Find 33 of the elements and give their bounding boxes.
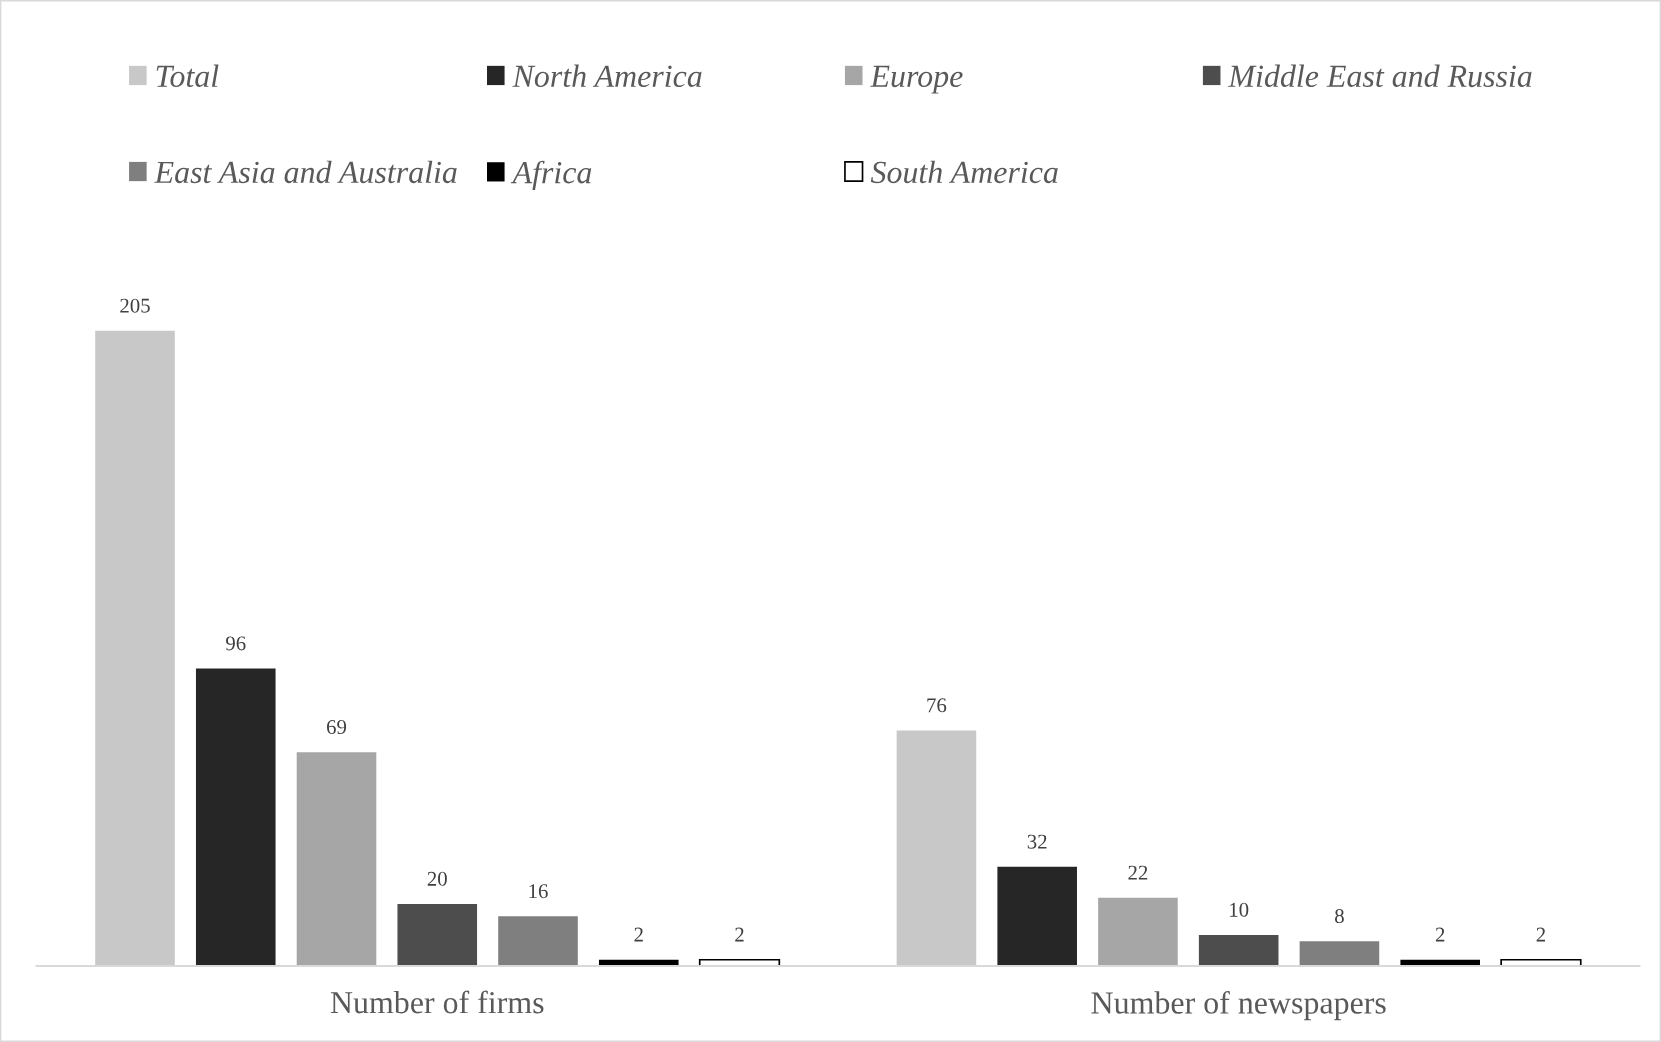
legend-label: North America <box>512 64 702 88</box>
legend-label: Total <box>156 64 219 88</box>
data-label: 2 <box>1536 927 1545 942</box>
data-label: 10 <box>1230 902 1249 917</box>
legend-label: East Asia and Australia <box>154 160 457 184</box>
bar <box>397 903 478 966</box>
data-label: 69 <box>326 720 347 735</box>
legend-label: Africa <box>510 160 592 190</box>
legend-label: Europe <box>870 65 963 94</box>
bar <box>1299 941 1380 966</box>
data-label: 16 <box>529 884 548 899</box>
data-label: 76 <box>927 698 947 713</box>
data-label: 32 <box>1027 834 1047 849</box>
data-label: 205 <box>120 298 150 313</box>
bar <box>1198 934 1279 966</box>
bar <box>95 330 175 966</box>
data-label: 2 <box>1435 927 1445 942</box>
legend-label: Middle East and Russia <box>1228 64 1532 88</box>
bar <box>1098 897 1178 966</box>
bar <box>195 668 276 966</box>
data-label: 20 <box>427 871 447 886</box>
data-label: 22 <box>1128 865 1148 880</box>
legend-label: South America <box>870 160 1058 184</box>
x-tick-label: Number of firms <box>330 990 544 1014</box>
bar <box>296 752 377 966</box>
bar <box>498 916 578 966</box>
data-label: 8 <box>1335 908 1344 924</box>
x-tick-label: Number of newspapers <box>1091 990 1386 1021</box>
data-label: 2 <box>735 927 744 942</box>
data-label: 2 <box>634 927 643 942</box>
bar <box>997 866 1077 966</box>
bar <box>896 730 977 966</box>
data-label: 96 <box>226 636 246 651</box>
